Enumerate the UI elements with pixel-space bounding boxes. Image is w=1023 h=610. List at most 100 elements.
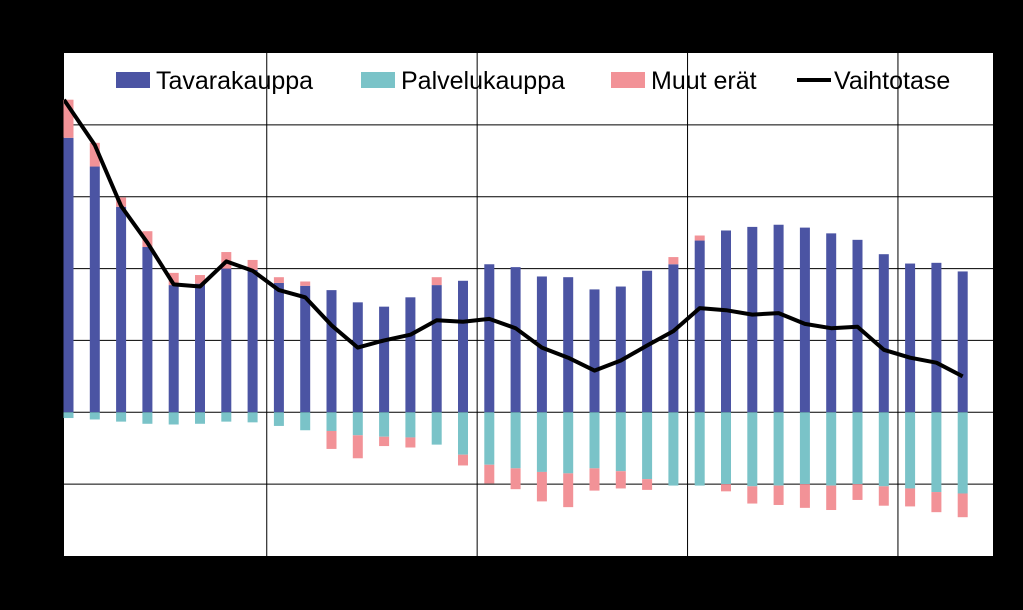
bar-muut-erat (957, 493, 968, 518)
bar-muut-erat (721, 484, 731, 492)
bar-tavarakauppa (484, 264, 495, 413)
bar-muut-erat (589, 468, 600, 491)
bar-palvelukauppa (405, 412, 416, 438)
bar-tavarakauppa (721, 230, 731, 413)
bar-tavarakauppa (773, 224, 784, 413)
bar-tavarakauppa (957, 271, 968, 413)
bar-muut-erat (431, 277, 442, 286)
bar-palvelukauppa (589, 412, 600, 469)
bar-muut-erat (747, 486, 758, 504)
bar-muut-erat (352, 435, 363, 459)
bar-palvelukauppa (63, 412, 74, 419)
bar-tavarakauppa (510, 267, 521, 413)
bar-tavarakauppa (458, 280, 468, 413)
bar-muut-erat (195, 275, 205, 284)
bar-tavarakauppa (668, 264, 679, 413)
bar-muut-erat (931, 492, 942, 513)
bar-tavarakauppa (536, 276, 547, 413)
bar-tavarakauppa (247, 270, 258, 413)
bar-tavarakauppa (168, 285, 179, 413)
bar-palvelukauppa (195, 412, 205, 424)
bar-muut-erat (799, 484, 810, 508)
bar-palvelukauppa (89, 412, 100, 420)
bar-muut-erat (63, 99, 74, 138)
legend-swatch (361, 72, 395, 88)
bar-muut-erat (668, 257, 679, 265)
bar-tavarakauppa (589, 289, 600, 413)
bar-muut-erat (300, 281, 311, 286)
bar-palvelukauppa (247, 412, 258, 423)
bar-palvelukauppa (536, 412, 547, 472)
bar-tavarakauppa (931, 262, 942, 413)
bar-muut-erat (878, 486, 889, 506)
bar-palvelukauppa (931, 412, 942, 493)
bar-tavarakauppa (694, 240, 705, 413)
bar-tavarakauppa (195, 283, 205, 413)
bar-muut-erat (536, 471, 547, 502)
bar-tavarakauppa (379, 306, 390, 413)
bar-palvelukauppa (905, 412, 916, 489)
bar-tavarakauppa (116, 206, 127, 413)
bar-muut-erat (563, 473, 574, 508)
bar-tavarakauppa (878, 254, 889, 413)
bar-tavarakauppa (352, 302, 363, 413)
bar-muut-erat (852, 484, 863, 500)
bar-tavarakauppa (221, 268, 232, 413)
bar-palvelukauppa (642, 412, 653, 480)
bar-palvelukauppa (747, 412, 758, 487)
bar-palvelukauppa (273, 412, 284, 426)
bar-muut-erat (694, 235, 705, 241)
bar-muut-erat (326, 430, 337, 449)
bar-tavarakauppa (300, 285, 311, 413)
bar-palvelukauppa (326, 412, 337, 431)
bar-palvelukauppa (721, 412, 731, 485)
bar-palvelukauppa (116, 412, 127, 422)
bar-muut-erat (89, 142, 100, 167)
bar-muut-erat (484, 464, 495, 484)
bar-palvelukauppa (221, 412, 232, 422)
bar-palvelukauppa (300, 412, 311, 431)
bar-muut-erat (905, 488, 916, 507)
bar-muut-erat (826, 485, 837, 511)
bar-tavarakauppa (642, 270, 653, 413)
bar-tavarakauppa (431, 285, 442, 413)
bar-muut-erat (773, 485, 784, 505)
bar-muut-erat (273, 277, 284, 283)
bar-muut-erat (510, 468, 521, 490)
legend-label: Vaihtotase (834, 67, 950, 95)
bar-tavarakauppa (63, 137, 74, 413)
bar-palvelukauppa (510, 412, 521, 469)
bar-tavarakauppa (273, 282, 284, 413)
bar-muut-erat (615, 471, 626, 489)
bar-palvelukauppa (484, 412, 495, 465)
line-vaihtotase (64, 98, 964, 379)
bar-tavarakauppa (89, 166, 100, 413)
bar-tavarakauppa (142, 247, 153, 413)
bar-series (63, 99, 968, 518)
bar-palvelukauppa (563, 412, 574, 474)
bar-tavarakauppa (405, 297, 416, 413)
bar-palvelukauppa (142, 412, 153, 424)
bar-palvelukauppa (799, 412, 810, 485)
plot-area (64, 53, 993, 556)
legend-swatch (611, 72, 645, 88)
bar-palvelukauppa (957, 412, 968, 494)
bar-palvelukauppa (615, 412, 626, 472)
bar-palvelukauppa (458, 412, 468, 455)
bar-tavarakauppa (563, 277, 574, 413)
bar-palvelukauppa (773, 412, 784, 486)
bar-muut-erat (247, 259, 258, 271)
bar-palvelukauppa (352, 412, 363, 436)
bar-muut-erat (379, 436, 390, 447)
bar-muut-erat (142, 231, 153, 248)
bar-tavarakauppa (826, 233, 837, 413)
bar-muut-erat (642, 479, 653, 490)
bar-palvelukauppa (878, 412, 889, 487)
legend-swatch (116, 72, 150, 88)
legend-label: Tavarakauppa (156, 67, 313, 95)
legend-label: Muut erät (651, 67, 757, 95)
bar-muut-erat (405, 437, 416, 448)
bar-palvelukauppa (852, 412, 863, 485)
line-series (64, 98, 964, 379)
